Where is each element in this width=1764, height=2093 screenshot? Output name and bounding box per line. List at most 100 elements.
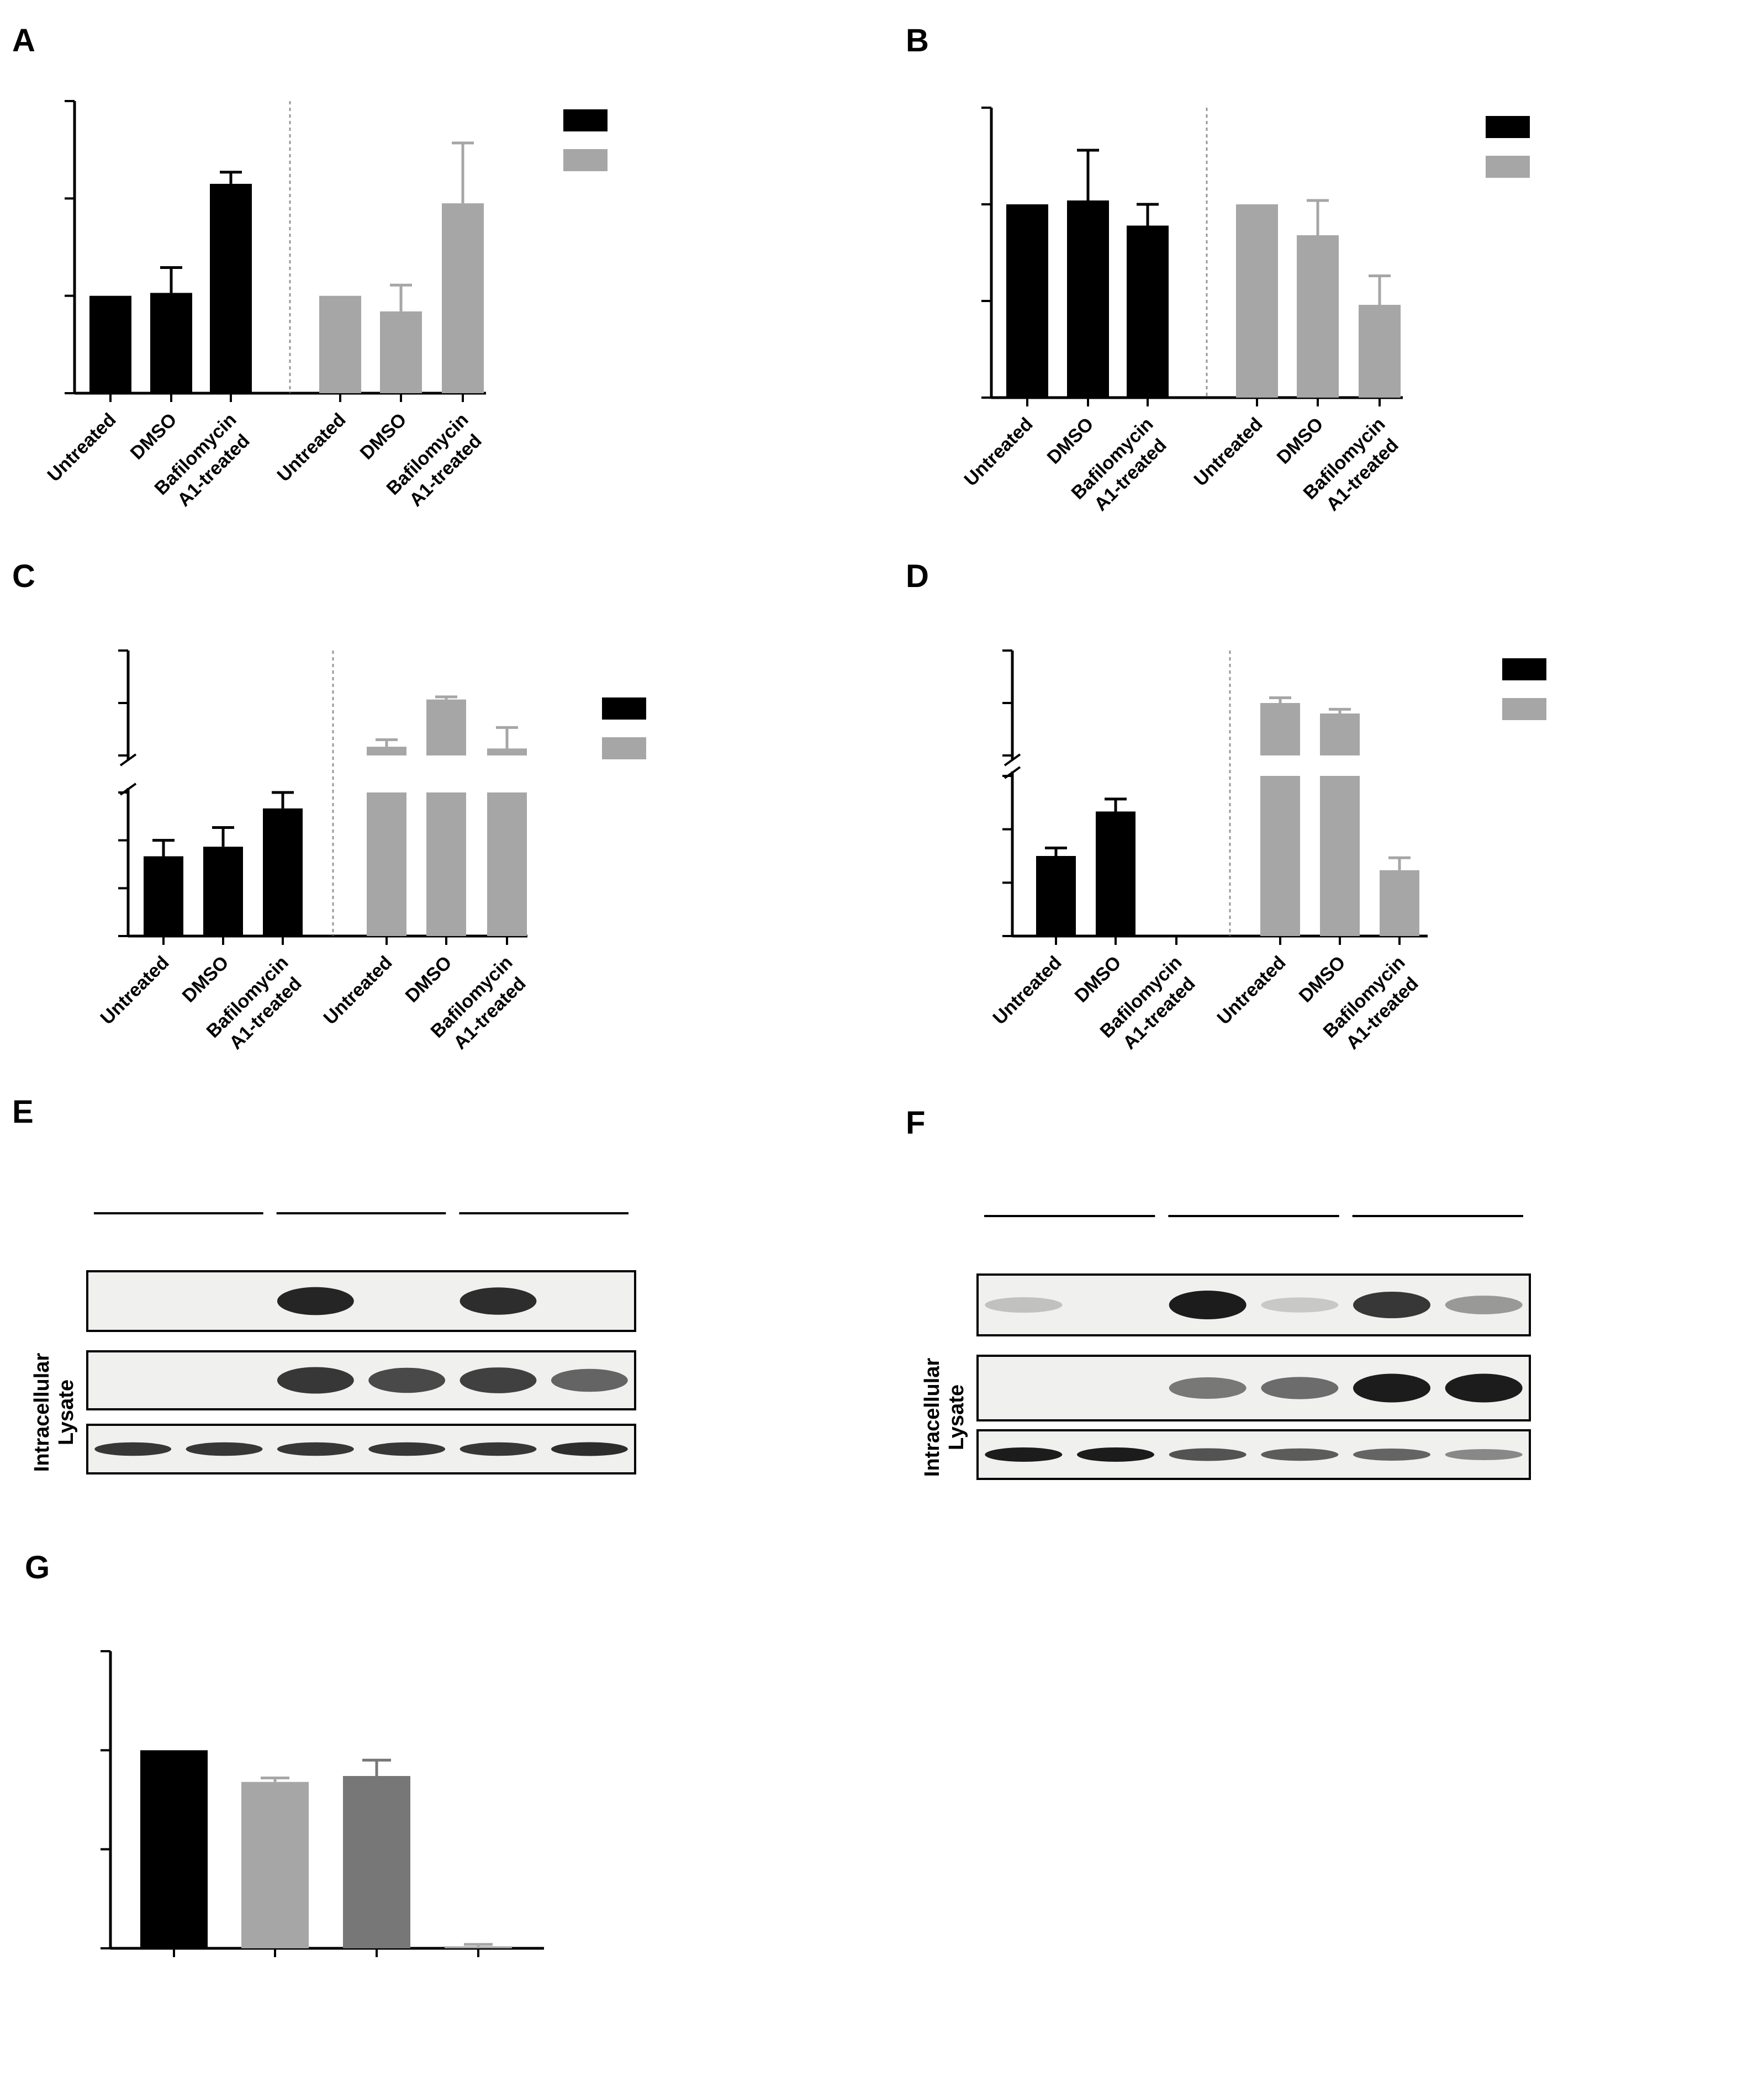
protein-band bbox=[985, 1447, 1063, 1462]
legend-swatch bbox=[563, 149, 608, 171]
bar bbox=[144, 856, 183, 936]
bar-lower-segment bbox=[367, 792, 406, 936]
bar bbox=[1359, 305, 1401, 398]
lysate-label-line: Lysate bbox=[945, 1384, 968, 1450]
bar bbox=[1096, 811, 1135, 936]
protein-band bbox=[1445, 1296, 1523, 1314]
protein-band bbox=[1261, 1297, 1339, 1313]
bar bbox=[241, 1782, 309, 1948]
bar-upper-segment bbox=[367, 747, 406, 755]
legend-swatch bbox=[1486, 116, 1530, 138]
lysate-label-line: Lysate bbox=[55, 1380, 78, 1445]
bar bbox=[319, 295, 361, 393]
bar bbox=[203, 847, 243, 936]
x-tick-label: Untreated bbox=[97, 952, 173, 1029]
panel-letter-c: C bbox=[12, 558, 35, 594]
x-tick-label: Untreated bbox=[1190, 414, 1267, 490]
protein-band bbox=[1169, 1448, 1247, 1461]
bar-lower-segment bbox=[487, 792, 527, 936]
x-tick-label-line: Untreated bbox=[1213, 952, 1290, 1029]
x-tick-label: Untreated bbox=[273, 409, 350, 486]
protein-band bbox=[368, 1367, 446, 1393]
bar bbox=[1127, 225, 1169, 398]
protein-band bbox=[1353, 1449, 1430, 1461]
protein-band bbox=[551, 1442, 628, 1456]
protein-band bbox=[1169, 1377, 1247, 1399]
lysate-label-line: Intracellular bbox=[921, 1358, 944, 1477]
panel-letter-g: G bbox=[25, 1550, 50, 1585]
lysate-label: IntracellularLysate bbox=[30, 1353, 78, 1472]
protein-band bbox=[1445, 1449, 1523, 1460]
protein-band bbox=[94, 1442, 172, 1456]
protein-band bbox=[368, 1442, 446, 1456]
bar bbox=[89, 295, 131, 393]
protein-band bbox=[277, 1287, 354, 1315]
legend-swatch bbox=[1486, 156, 1530, 178]
x-tick-label-line: DMSO bbox=[402, 952, 456, 1007]
protein-band bbox=[1077, 1447, 1154, 1462]
western-blot-E: IntracellularLysate bbox=[30, 1212, 636, 1474]
blot-strip bbox=[976, 1273, 1531, 1336]
bar-upper-segment bbox=[1320, 713, 1360, 755]
x-tick-label: Untreated bbox=[320, 952, 397, 1029]
lysate-label-line: Intracellular bbox=[30, 1353, 54, 1472]
blot-strip bbox=[86, 1350, 636, 1410]
panel-letter-b: B bbox=[906, 23, 929, 59]
bar-lower-segment bbox=[1320, 776, 1360, 936]
protein-band bbox=[1353, 1291, 1430, 1319]
x-tick-label-line: Untreated bbox=[320, 952, 397, 1029]
bar-lower-segment bbox=[1260, 776, 1300, 936]
blot-strip bbox=[976, 1355, 1531, 1421]
x-tick-label-line: DMSO bbox=[356, 409, 411, 464]
bar bbox=[445, 1946, 512, 1948]
bar bbox=[1380, 870, 1419, 936]
protein-band bbox=[460, 1367, 537, 1393]
x-tick-label: DMSO bbox=[178, 952, 233, 1007]
x-tick-label-line: Untreated bbox=[1190, 414, 1267, 490]
x-tick-label-line: DMSO bbox=[1273, 414, 1328, 468]
x-tick-label-line: DMSO bbox=[1043, 414, 1098, 468]
bar bbox=[210, 183, 252, 393]
legend-swatch bbox=[1502, 698, 1546, 720]
bar bbox=[442, 203, 484, 393]
x-tick-label: DMSO bbox=[1273, 414, 1328, 468]
x-tick-label: DMSO bbox=[402, 952, 456, 1007]
protein-band bbox=[460, 1442, 537, 1456]
panel-letter-a: A bbox=[12, 23, 35, 59]
legend-swatch bbox=[602, 697, 646, 720]
bar bbox=[263, 808, 303, 936]
protein-band bbox=[985, 1297, 1063, 1313]
x-tick-label-line: Untreated bbox=[960, 414, 1037, 490]
x-tick-label: DMSO bbox=[1295, 952, 1350, 1007]
x-tick-label: Untreated bbox=[960, 414, 1037, 490]
x-tick-label: Untreated bbox=[1213, 952, 1290, 1029]
bar-upper-segment bbox=[1260, 703, 1300, 755]
bar bbox=[150, 293, 192, 393]
x-tick-label-line: DMSO bbox=[1295, 952, 1350, 1007]
x-tick-label-line: Untreated bbox=[44, 409, 120, 486]
protein-band bbox=[1353, 1373, 1430, 1403]
legend-swatch bbox=[1502, 658, 1546, 680]
legend-swatch bbox=[563, 109, 608, 131]
x-tick-label: DMSO bbox=[1071, 952, 1126, 1007]
x-tick-label: DMSO bbox=[126, 409, 181, 464]
bar-upper-segment bbox=[487, 748, 527, 755]
axis-break-mark bbox=[1004, 753, 1021, 767]
bar bbox=[140, 1750, 208, 1948]
x-tick-label: DMSO bbox=[356, 409, 411, 464]
panel-letter-d: D bbox=[906, 558, 929, 594]
x-tick-label: Untreated bbox=[989, 952, 1066, 1029]
protein-band bbox=[277, 1367, 354, 1394]
x-tick-label-line: Untreated bbox=[273, 409, 350, 486]
protein-band bbox=[1261, 1377, 1339, 1399]
legend-swatch bbox=[602, 737, 646, 759]
blot-strip bbox=[86, 1424, 636, 1474]
blot-strip bbox=[86, 1270, 636, 1332]
x-tick-label-line: DMSO bbox=[178, 952, 233, 1007]
western-blot-F: IntracellularLysate bbox=[921, 1215, 1531, 1480]
bar bbox=[1036, 856, 1076, 936]
bar bbox=[1067, 200, 1109, 398]
bar bbox=[1006, 204, 1048, 398]
